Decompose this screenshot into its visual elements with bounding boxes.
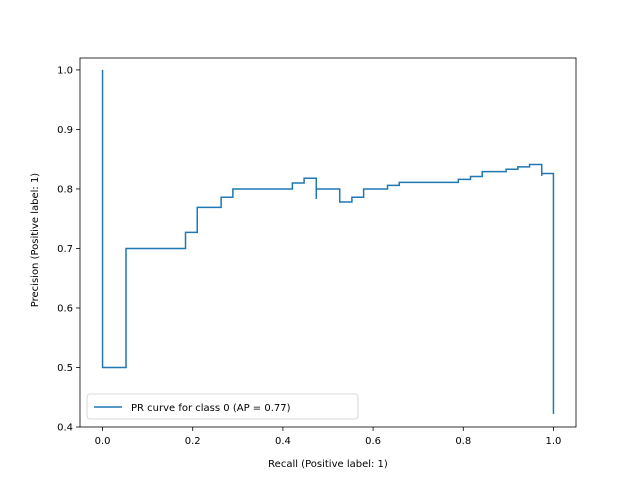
x-tick-label: 0.8 <box>455 436 471 447</box>
x-axis-ticks: 0.0 0.2 0.4 0.6 0.8 1.0 <box>95 427 562 447</box>
curve-layer <box>101 69 555 414</box>
x-tick-label: 0.4 <box>275 436 291 447</box>
y-axis-ticks: 0.4 0.5 0.6 0.7 0.8 0.9 1.0 <box>57 65 80 434</box>
y-tick-label: 0.6 <box>57 303 73 314</box>
y-tick-label: 0.5 <box>57 363 73 374</box>
x-tick-label: 1.0 <box>546 436 562 447</box>
y-tick-label: 1.0 <box>57 65 73 76</box>
x-axis-label: Recall (Positive label: 1) <box>268 459 388 470</box>
pr-curve-line <box>101 69 555 414</box>
x-tick-label: 0.6 <box>365 436 381 447</box>
plot-area <box>79 57 577 428</box>
y-axis-label: Precision (Positive label: 1) <box>30 173 41 308</box>
y-tick-label: 0.4 <box>57 423 73 434</box>
axes-frame <box>79 57 577 428</box>
y-tick-label: 0.7 <box>57 244 73 255</box>
legend: PR curve for class 0 (AP = 0.77) <box>86 393 359 420</box>
y-tick-label: 0.9 <box>57 125 73 136</box>
x-tick-label: 0.2 <box>185 436 201 447</box>
y-tick-label: 0.8 <box>57 184 73 195</box>
x-tick-label: 0.0 <box>95 436 111 447</box>
legend-box <box>86 393 359 420</box>
legend-label: PR curve for class 0 (AP = 0.77) <box>131 403 291 414</box>
